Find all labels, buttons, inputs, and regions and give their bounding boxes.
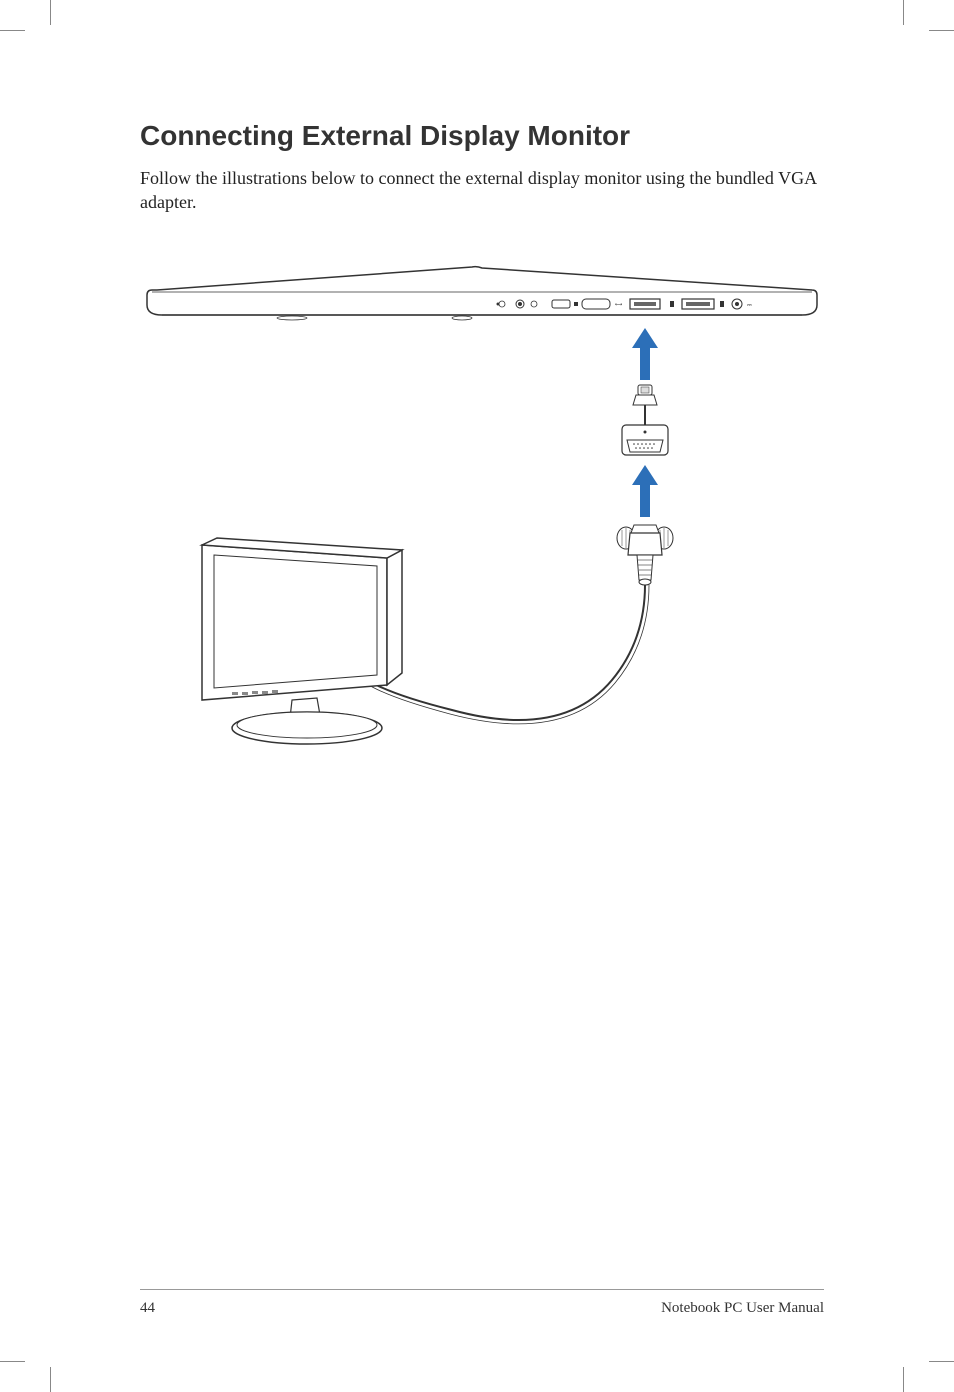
page-footer: 44 Notebook PC User Manual [140,1289,824,1317]
crop-mark [903,0,904,25]
crop-mark [929,30,954,31]
manual-name: Notebook PC User Manual [661,1300,824,1317]
page-number: 44 [140,1300,155,1317]
monitor-illustration [202,538,402,744]
vga-adapter-illustration [622,385,668,455]
arrow-up-icon [632,465,658,517]
vga-plug-illustration [617,525,673,585]
svg-text:⎓: ⎓ [747,303,752,309]
crop-mark [929,1361,954,1362]
laptop-illustration: ⟷ ⎓ [147,266,817,319]
crop-mark [50,1367,51,1392]
crop-mark [0,1361,25,1362]
crop-mark [903,1367,904,1392]
arrow-up-icon [632,328,658,380]
body-text: Follow the illustrations below to connec… [140,166,824,215]
page-heading: Connecting External Display Monitor [140,120,824,152]
crop-mark [0,30,25,31]
svg-text:⟷: ⟷ [615,303,622,308]
connection-diagram: ⟷ ⎓ [140,260,824,760]
crop-mark [50,0,51,25]
page-content: Connecting External Display Monitor Foll… [140,120,824,760]
